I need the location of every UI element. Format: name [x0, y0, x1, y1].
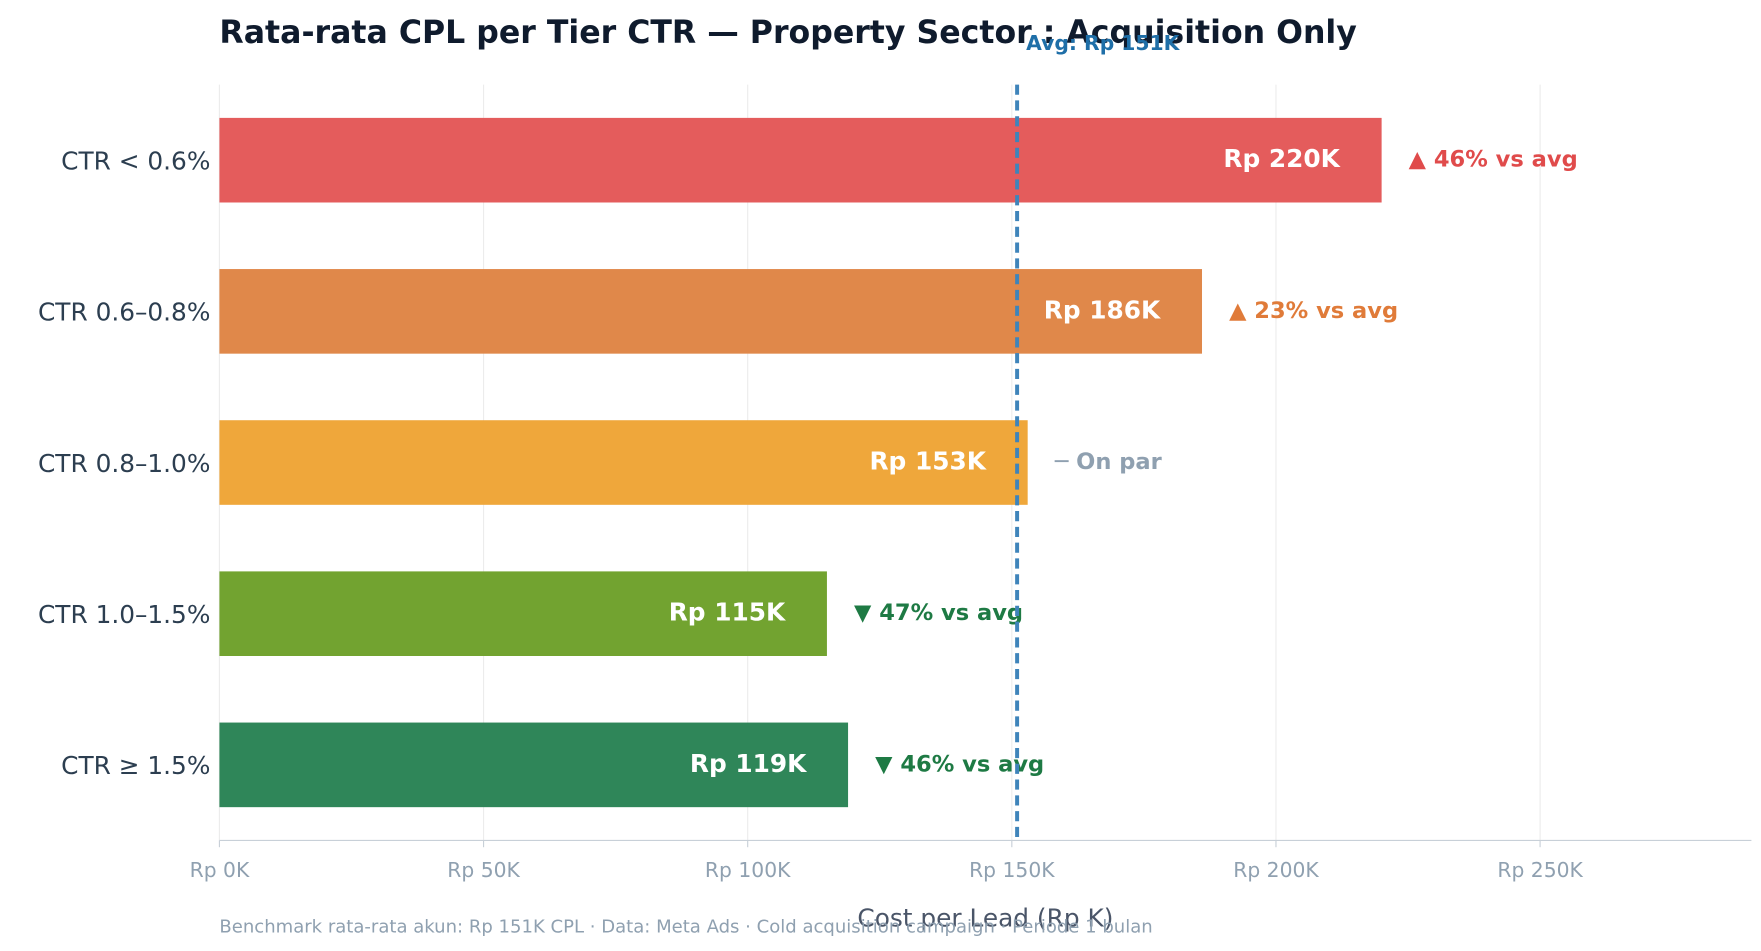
bar	[219, 722, 849, 808]
y-tick-label: CTR 0.6–0.8%	[38, 298, 210, 327]
chart-title: Rata-rata CPL per Tier CTR — Property Se…	[219, 15, 1357, 51]
value-label: Rp 186K	[1044, 295, 1161, 324]
x-tick-label: Rp 50K	[447, 858, 520, 882]
x-tick-label: Rp 200K	[1233, 858, 1319, 882]
annotation: ▼ 47% vs avg	[854, 600, 1023, 626]
x-axis-label: Cost per Lead (Rp K)	[857, 903, 1113, 932]
y-tick-label: CTR 1.0–1.5%	[38, 600, 210, 629]
annotation: ▲ 23% vs avg	[1229, 298, 1398, 324]
value-label: Rp 153K	[869, 447, 986, 476]
x-tick-label: Rp 250K	[1497, 858, 1583, 882]
x-tick-label: Rp 100K	[705, 858, 791, 882]
x-tick-label: Rp 0K	[190, 858, 250, 882]
footnote: Benchmark rata-rata akun: Rp 151K CPL · …	[219, 916, 1152, 937]
bar	[219, 269, 1203, 354]
y-tick-label: CTR 0.8–1.0%	[38, 449, 210, 478]
x-tick-label: Rp 150K	[969, 858, 1055, 882]
bar	[219, 420, 1028, 505]
value-label: Rp 119K	[690, 749, 807, 778]
value-label: Rp 115K	[669, 598, 786, 627]
reference-label: Avg: Rp 151K	[1026, 31, 1181, 55]
bar	[219, 117, 1382, 203]
value-label: Rp 220K	[1223, 144, 1340, 173]
y-tick-label: CTR ≥ 1.5%	[61, 751, 210, 780]
bar	[219, 571, 827, 656]
annotation: ─ On par	[1054, 449, 1163, 475]
annotation: ▲ 46% vs avg	[1409, 147, 1578, 173]
y-tick-label: CTR < 0.6%	[61, 146, 210, 175]
